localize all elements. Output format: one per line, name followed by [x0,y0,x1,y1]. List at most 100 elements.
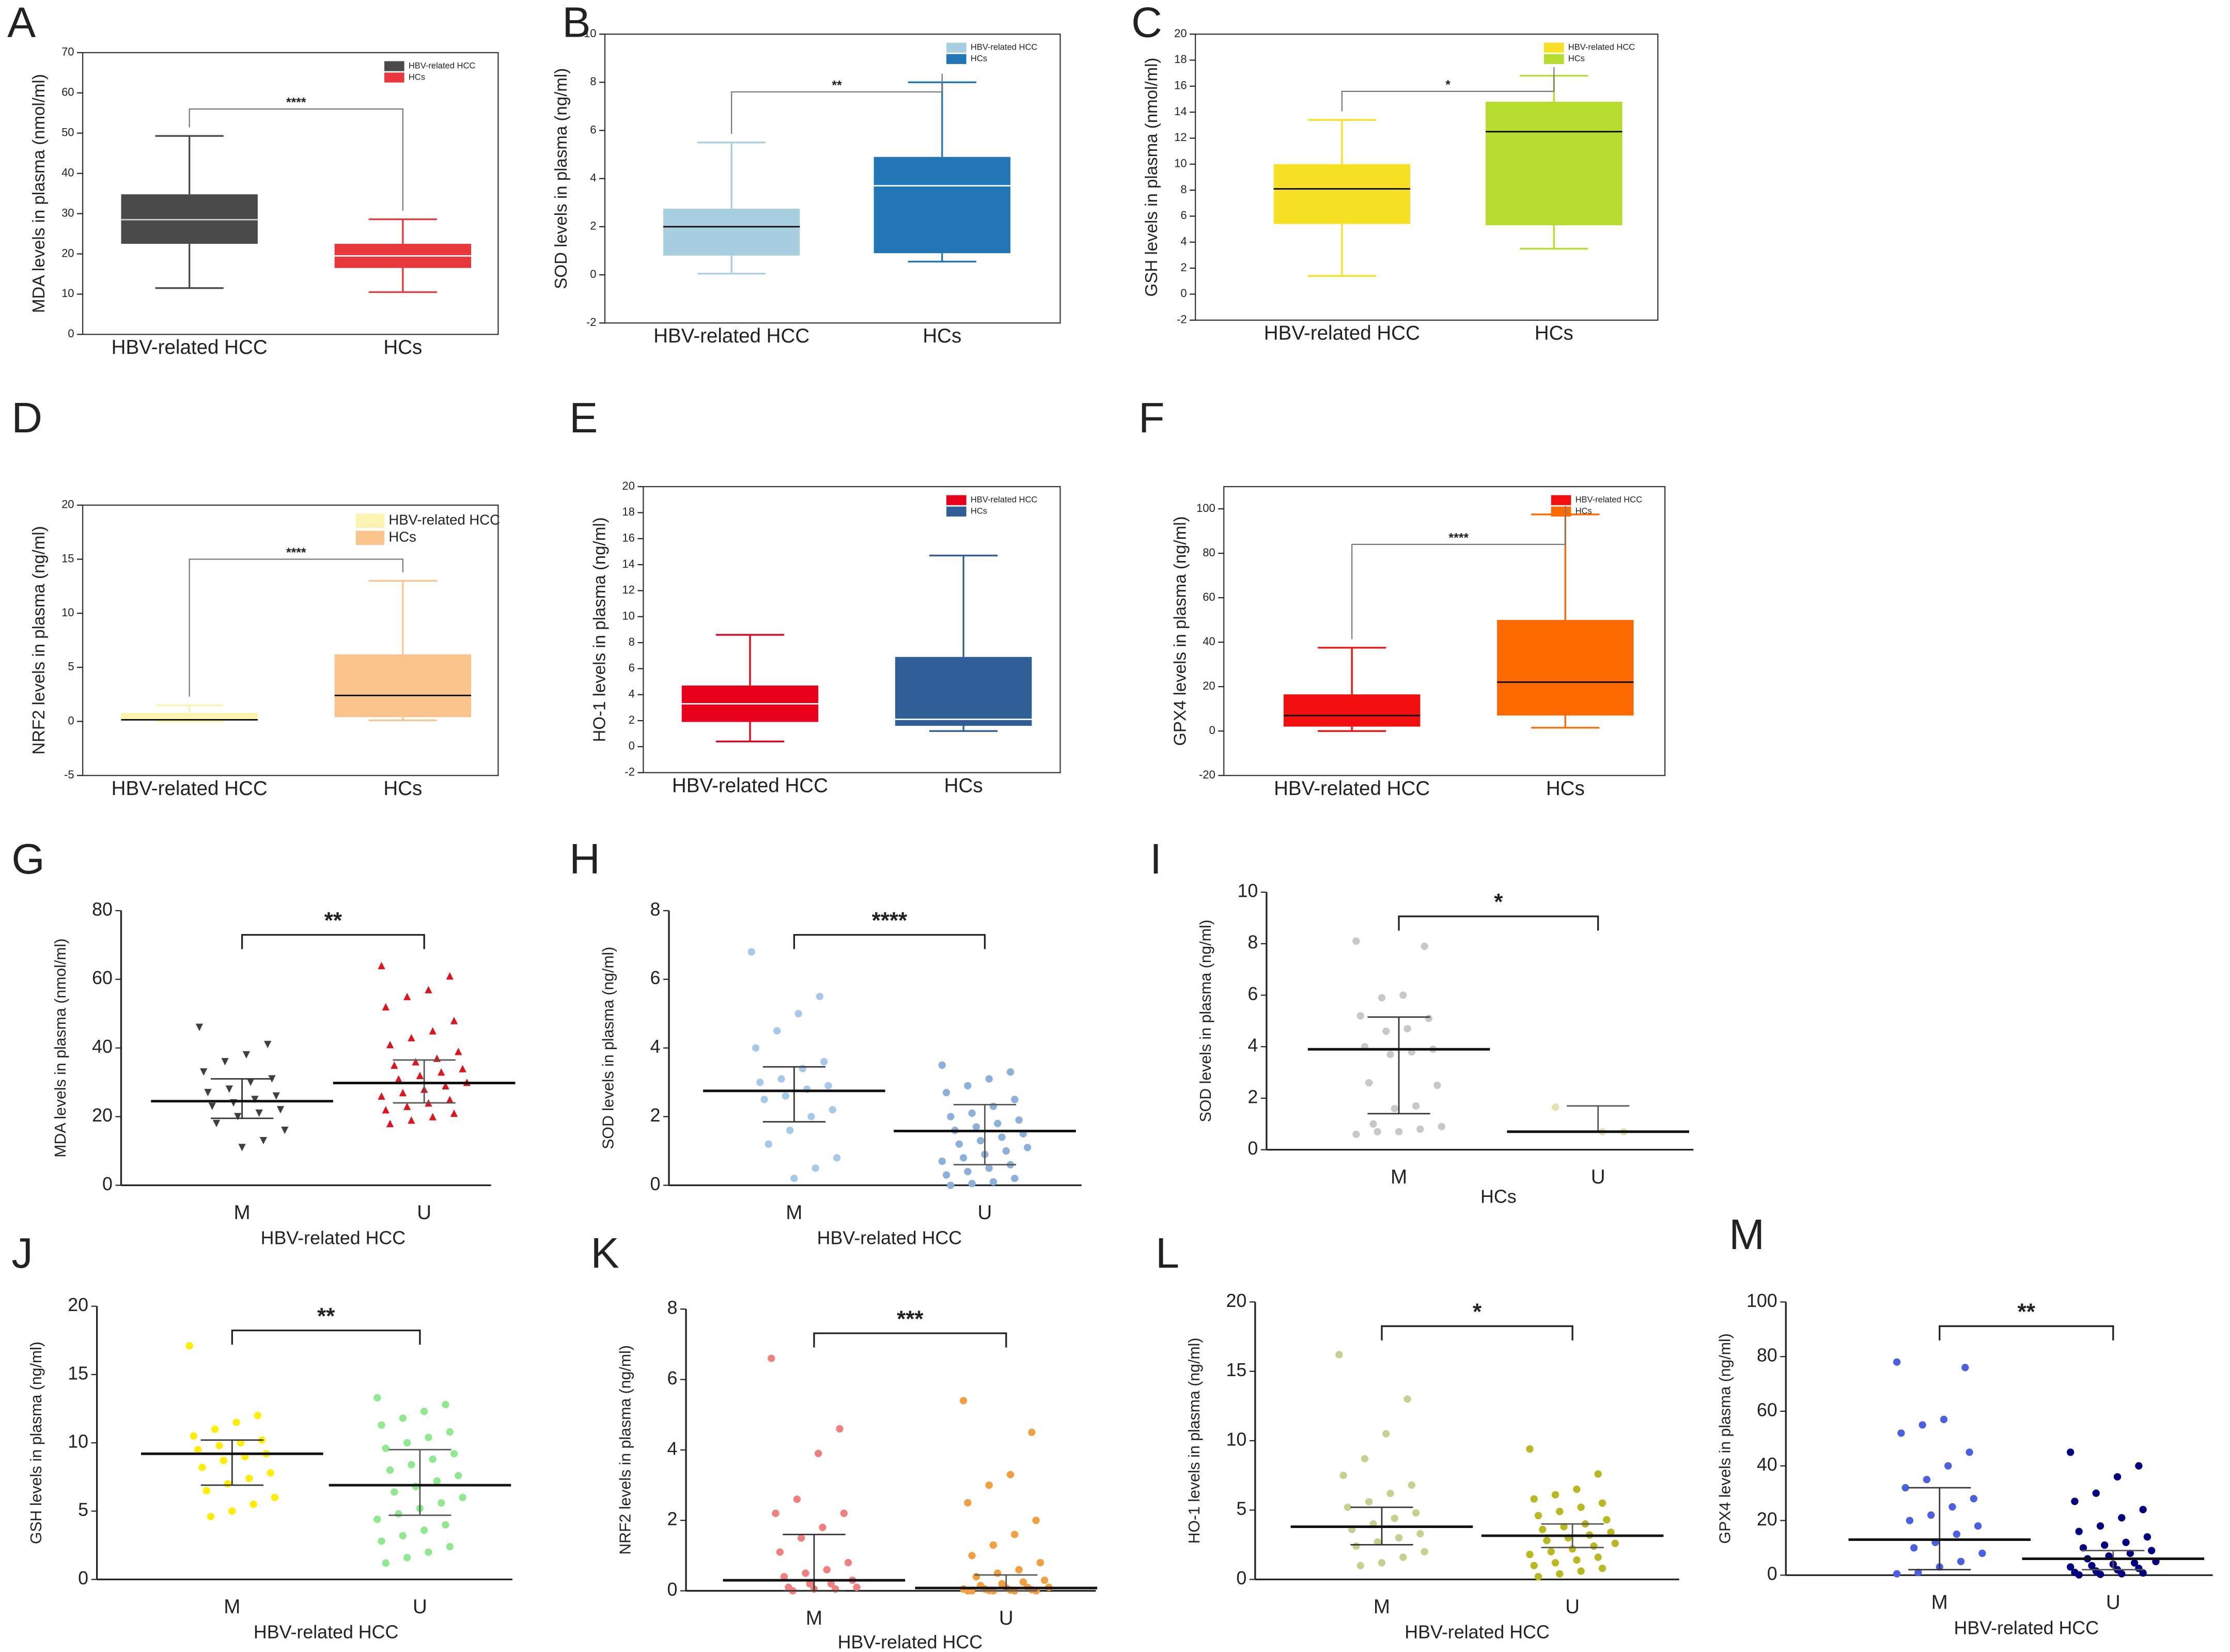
y-tick-label: 20 [622,479,635,492]
y-tick-label: 2 [629,713,635,726]
data-point [853,1583,861,1591]
y-tick-label: 10 [1226,1429,1246,1450]
x-axis-label: HCs [1480,1187,1517,1207]
data-point [395,1510,402,1518]
y-tick-label: 5 [78,1500,88,1520]
x-tick-label: HBV-related HCC [653,325,809,347]
data-point [790,1175,798,1182]
y-tick-label: 0 [1247,1138,1258,1159]
legend-label: HCs [409,72,425,82]
box [1486,101,1623,226]
y-tick-label: 15 [61,552,74,565]
y-tick-label: 20 [1174,27,1187,40]
data-point [1374,1128,1381,1135]
data-point [820,1058,828,1066]
data-point [281,1127,289,1134]
y-tick-label: 20 [92,1105,113,1126]
data-point [412,1058,419,1066]
data-point [215,1442,223,1450]
panel-letter: M [1729,1210,1765,1258]
data-point [245,1474,253,1482]
data-point [1919,1421,1926,1429]
data-point [1356,1562,1364,1569]
data-point [815,1450,822,1457]
y-tick-label: 8 [667,1298,678,1318]
y-tick-label: -20 [1199,768,1215,781]
x-tick-label: HBV-related HCC [1264,322,1420,345]
data-point [1404,1395,1411,1403]
data-point [2088,1562,2096,1569]
x-tick-label: HCs [1535,322,1573,345]
y-axis-label: GPX4 levels in plasma (ng/ml) [1717,1333,1734,1544]
y-axis-label: GPX4 levels in plasma (ng/ml) [1171,516,1190,745]
data-point [942,1088,950,1097]
data-point [768,1354,775,1362]
box [874,157,1011,254]
data-point [1603,1516,1611,1524]
data-point [450,1109,458,1117]
y-tick-label: 6 [1180,209,1187,222]
data-point [989,1541,997,1549]
data-point [947,1113,955,1120]
data-point [386,1466,394,1474]
significance-label: * [1445,78,1451,92]
data-point [1365,1498,1373,1506]
data-point [1425,1015,1433,1022]
legend-label: HCs [971,54,987,64]
data-point [823,1566,831,1573]
x-tick-label: HBV-related HCC [672,774,828,797]
data-point [246,1078,255,1086]
x-tick-label: U [978,1202,992,1224]
panel-letter: H [569,835,600,883]
data-point [1421,1548,1428,1555]
data-point [1897,1429,1905,1437]
legend-swatch [946,54,966,64]
data-point [1395,1534,1403,1542]
y-tick-label: 14 [622,557,635,570]
y-tick-label: 40 [1757,1454,1777,1475]
y-tick-label: 2 [590,220,596,232]
data-point [786,1127,794,1134]
y-tick-label: 40 [92,1036,113,1057]
y-tick-label: 0 [78,1568,88,1588]
legend-swatch [384,61,404,71]
x-tick-label: M [786,1202,802,1224]
legend-label: HBV-related HCC [1568,42,1635,52]
data-point [1530,1495,1538,1503]
y-tick-label: 8 [629,635,635,648]
y-tick-label: 80 [1203,546,1215,559]
data-point [1365,1079,1373,1087]
data-point [459,1493,466,1502]
data-point [438,1068,445,1076]
data-point [1556,1507,1564,1516]
data-point [378,1421,385,1429]
y-tick-label: 0 [1236,1568,1246,1588]
data-point [1386,1489,1394,1498]
significance-bracket [241,934,425,949]
data-point [1547,1548,1555,1555]
significance-label: ** [2018,1299,2036,1324]
data-point [185,1342,193,1350]
data-point [1404,1025,1411,1033]
data-point [202,1487,210,1494]
data-point [802,1569,809,1577]
data-point [208,1102,216,1110]
box [1273,164,1411,224]
x-tick-label: U [1591,1166,1605,1188]
data-point [1893,1358,1901,1366]
data-point [1399,1553,1407,1561]
data-point [234,1113,242,1120]
data-point [272,1092,280,1100]
y-tick-label: 6 [650,968,661,988]
data-point [190,1432,198,1440]
data-point [1974,1522,1982,1530]
y-tick-label: 10 [622,610,635,622]
data-point [232,1419,240,1426]
data-point [382,1444,389,1452]
y-tick-label: 6 [629,661,635,674]
significance-bracket [813,1332,1007,1348]
data-point [812,1164,819,1172]
y-axis-label: SOD levels in plasma (ng/ml) [552,68,571,289]
significance-bracket [189,108,403,211]
data-point [1526,1551,1534,1559]
